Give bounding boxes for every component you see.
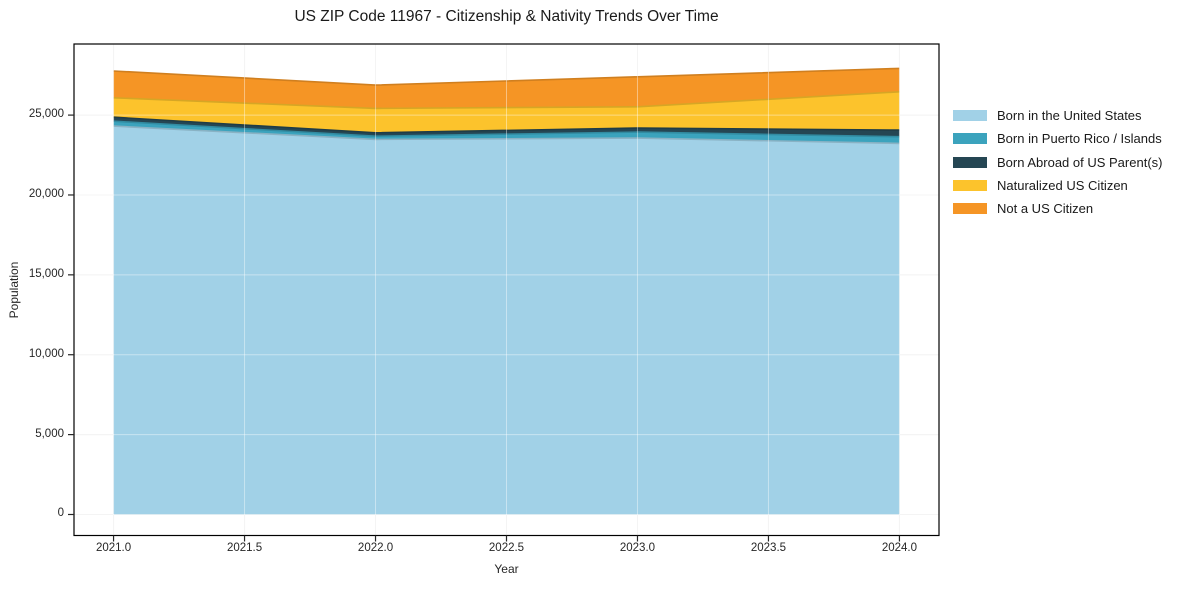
x-tick-label: 2022.0 [357,542,394,554]
legend-label: Born Abroad of US Parent(s) [997,154,1163,170]
y-tick-label: 0 [57,507,64,520]
x-tick-label: 2021.5 [226,542,263,554]
x-tick-label: 2024.0 [881,542,918,554]
y-axis-label: Population [7,261,21,319]
y-tick-label: 10,000 [28,347,64,360]
x-tick-label: 2023.5 [750,542,787,554]
legend-swatch-icon [953,133,987,145]
area-born-in-puerto-rico-islands [113,121,900,144]
x-tick-label: 2023.0 [619,542,656,554]
legend-swatch-icon [953,203,987,215]
legend-label: Born in the United States [997,108,1142,124]
tick-marks [68,114,901,542]
stacked-areas [113,68,900,515]
area-edge-born-abroad-of-us-parent-s [113,116,900,134]
area-edge-born-in-puerto-rico-islands [113,120,900,138]
legend-item-born-abroad-of-us-parent-s: Born Abroad of US Parent(s) [953,151,1162,174]
y-tick-label: 20,000 [28,187,64,200]
legend-item-not-a-us-citizen: Not a US Citizen [953,197,1162,220]
area-edge-not-a-us-citizen [113,67,900,86]
y-tick-label: 5,000 [35,427,64,440]
y-tick-label: 25,000 [28,108,64,121]
gridlines-overlay [74,44,939,536]
legend-swatch-icon [953,110,987,122]
legend-item-naturalized-us-citizen: Naturalized US Citizen [953,174,1162,197]
legend-label: Naturalized US Citizen [997,178,1128,194]
x-tick-label: 2022.5 [488,542,525,554]
area-edge-naturalized-us-citizen [113,91,900,110]
area-edge-born-in-the-united-states [113,125,900,145]
legend-item-born-in-the-united-states: Born in the United States [953,104,1162,127]
area-edges [113,67,900,145]
area-born-in-the-united-states [113,126,900,515]
legend: Born in the United States Born in Puerto … [953,104,1162,220]
area-naturalized-us-citizen [113,91,900,133]
area-not-a-us-citizen [113,68,900,109]
legend-swatch-icon [953,180,987,192]
legend-swatch-icon [953,156,987,168]
legend-label: Born in Puerto Rico / Islands [997,131,1162,147]
legend-label: Not a US Citizen [997,201,1094,217]
x-tick-label: 2021.0 [95,542,132,554]
chart-title: US ZIP Code 11967 - Citizenship & Nativi… [294,8,719,25]
legend-item-born-in-puerto-rico-islands: Born in Puerto Rico / Islands [953,127,1162,150]
x-axis-label: Year [494,562,519,576]
y-tick-label: 15,000 [28,267,64,280]
